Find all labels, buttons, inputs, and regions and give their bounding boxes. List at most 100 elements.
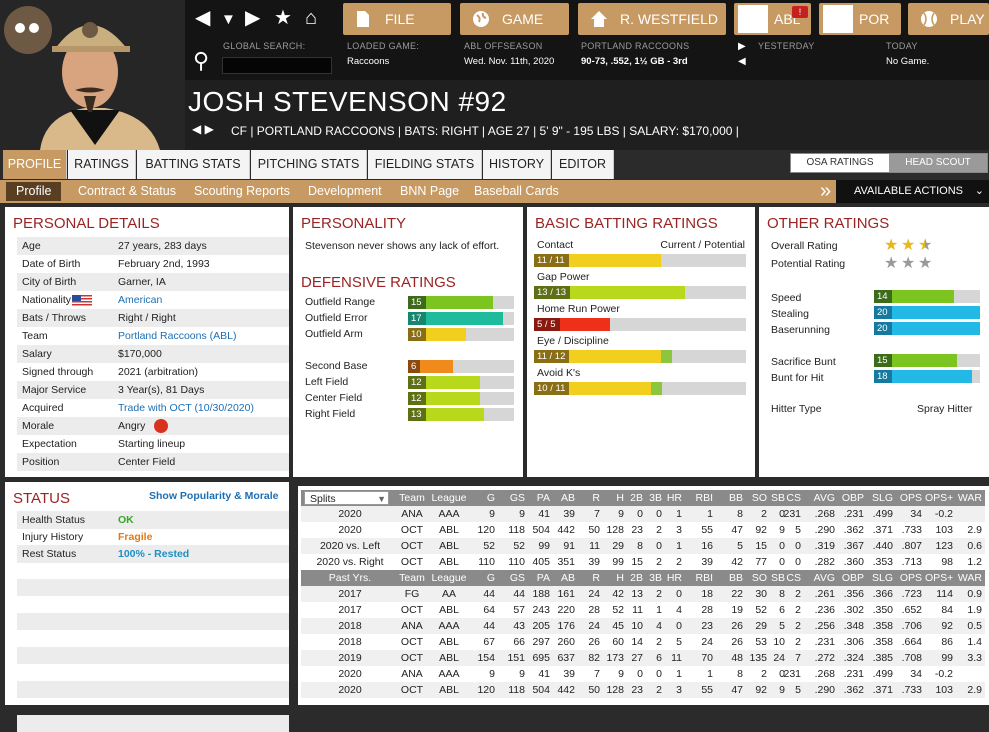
show-popularity-link[interactable]: Show Popularity & Morale: [149, 490, 279, 502]
stats-column-header[interactable]: OPS: [899, 492, 922, 504]
personal-row-value[interactable]: Portland Raccoons (ABL): [118, 330, 237, 342]
stats-row: 2017 OCT ABL 64 57 243 220 28 52 11 1 4 28 19 52 6 2.236…: [301, 602, 985, 618]
stats-cell: 0: [795, 540, 801, 552]
stats-column-header[interactable]: SLG: [871, 572, 893, 584]
next-day-icon[interactable]: ▶: [738, 41, 746, 52]
tab-pitching-stats[interactable]: PITCHING STATS: [251, 150, 367, 179]
personal-row-value[interactable]: Trade with OCT (10/30/2020): [118, 402, 254, 414]
stats-column-header[interactable]: League: [431, 572, 467, 584]
stats-column-header[interactable]: BB: [728, 492, 743, 504]
stats-column-header[interactable]: League: [431, 492, 467, 504]
stats-column-header[interactable]: BB: [728, 572, 743, 584]
stats-column-header[interactable]: CS: [786, 572, 801, 584]
stats-cell: .290: [814, 524, 835, 536]
stats-column-header[interactable]: SO: [751, 492, 767, 504]
rating-bar-fill: [874, 322, 980, 335]
team-button[interactable]: POR: [819, 3, 901, 35]
stats-column-header[interactable]: AVG: [813, 572, 835, 584]
home-icon[interactable]: ⌂: [305, 7, 318, 29]
stats-column-header[interactable]: OPS+: [925, 492, 954, 504]
tab-editor[interactable]: EDITOR: [552, 150, 614, 179]
personal-row-value[interactable]: American: [118, 294, 163, 306]
stats-column-header[interactable]: RBI: [695, 572, 713, 584]
stats-column-header[interactable]: CS: [786, 492, 801, 504]
stats-column-header[interactable]: OPS: [899, 572, 922, 584]
stats-cell: 5: [795, 684, 801, 696]
tab-ratings[interactable]: RATINGS: [68, 150, 136, 179]
osa-ratings-option[interactable]: OSA RATINGS: [806, 157, 874, 168]
stats-column-header[interactable]: HR: [666, 572, 682, 584]
stats-column-header[interactable]: Team: [399, 492, 425, 504]
stats-column-header[interactable]: HR: [666, 492, 682, 504]
star-icon[interactable]: ★: [274, 7, 292, 29]
stats-column-header[interactable]: SLG: [871, 492, 893, 504]
subtab-scouting-reports[interactable]: Scouting Reports: [194, 184, 290, 198]
stats-column-header[interactable]: RBI: [695, 492, 713, 504]
status-empty-row: [17, 698, 289, 715]
stats-column-header[interactable]: SB: [770, 572, 785, 584]
subtab-profile[interactable]: Profile: [6, 182, 62, 201]
stats-column-header[interactable]: WAR: [957, 572, 982, 584]
stats-column-header[interactable]: 3B: [649, 572, 662, 584]
subtab-contract-status[interactable]: Contract & Status: [78, 184, 176, 198]
tab-fielding-stats[interactable]: FIELDING STATS: [368, 150, 482, 179]
back-arrow-icon[interactable]: ◀: [195, 7, 211, 29]
stats-column-header[interactable]: PA: [536, 572, 550, 584]
manager-button[interactable]: R. WESTFIELD: [578, 3, 726, 35]
stats-column-header[interactable]: GS: [509, 492, 525, 504]
file-button[interactable]: FILE: [343, 3, 451, 35]
stats-column-header[interactable]: OPS+: [925, 572, 954, 584]
stats-column-header[interactable]: SO: [751, 572, 767, 584]
stats-cell: 42: [731, 556, 743, 568]
rating-value: 15: [408, 296, 426, 309]
stats-column-header[interactable]: H: [616, 572, 624, 584]
stats-column-header[interactable]: GS: [509, 572, 525, 584]
subtab-baseball-cards[interactable]: Baseball Cards: [474, 184, 559, 198]
stats-column-header[interactable]: AB: [560, 492, 575, 504]
stats-column-header[interactable]: H: [616, 492, 624, 504]
tab-profile[interactable]: PROFILE: [3, 150, 67, 179]
stats-cell: 50: [588, 524, 600, 536]
stats-cell: 28: [588, 604, 600, 616]
subtab-bnn-page[interactable]: BNN Page: [400, 184, 460, 198]
stats-column-header[interactable]: OBP: [841, 492, 864, 504]
play-button[interactable]: PLAY: [908, 3, 989, 35]
stats-column-header[interactable]: 2B: [630, 492, 643, 504]
tab-batting-stats[interactable]: BATTING STATS: [137, 150, 250, 179]
stats-column-header[interactable]: R: [592, 572, 600, 584]
player-nav-arrows[interactable]: ◀ ▶: [192, 122, 214, 136]
stats-row: 2020 ANA AAA 9 9 41 39 7 9 0 0 1 1 8 2 0.231.268.231.49…: [301, 506, 985, 522]
prev-day-icon[interactable]: ◀: [738, 56, 746, 67]
stats-column-header[interactable]: R: [592, 492, 600, 504]
forward-arrow-icon[interactable]: ▶: [245, 7, 261, 29]
tab-history[interactable]: HISTORY: [483, 150, 551, 179]
stats-column-header[interactable]: Team: [399, 572, 425, 584]
stats-column-header[interactable]: G: [486, 572, 495, 584]
dropdown-icon[interactable]: ▼: [221, 11, 236, 28]
stats-column-header[interactable]: WAR: [957, 492, 982, 504]
star-icon: ★: [884, 255, 899, 272]
status-row-value: Fragile: [118, 531, 153, 543]
stats-column-header[interactable]: AVG: [813, 492, 835, 504]
search-icon[interactable]: ⚲: [193, 48, 210, 73]
house-icon: [590, 7, 608, 27]
stats-column-header[interactable]: G: [486, 492, 495, 504]
head-scout-option[interactable]: HEAD SCOUT: [889, 154, 987, 172]
team-record-label: PORTLAND RACCOONS: [581, 41, 690, 51]
game-button[interactable]: GAME: [460, 3, 569, 35]
splits-header-row: Splits ▼ Team League G GS PA AB R H 2B 3B HR RBI BB SO S…: [301, 490, 985, 506]
stats-column-header[interactable]: SB: [770, 492, 785, 504]
global-search-input[interactable]: [222, 57, 332, 74]
stats-cell: 205: [532, 620, 550, 632]
stats-cell: 220: [557, 604, 575, 616]
stats-column-header[interactable]: AB: [560, 572, 575, 584]
splits-select[interactable]: Splits ▼: [304, 491, 389, 505]
stats-column-header[interactable]: OBP: [841, 572, 864, 584]
stats-column-header[interactable]: 2B: [630, 572, 643, 584]
stats-column-header[interactable]: 3B: [649, 492, 662, 504]
available-actions-button[interactable]: AVAILABLE ACTIONS ⌄: [836, 180, 989, 203]
stats-column-header[interactable]: PA: [536, 492, 550, 504]
globe-icon: [472, 7, 490, 27]
personal-row: Expectation Starting lineup: [17, 435, 289, 453]
subtab-development[interactable]: Development: [308, 184, 382, 198]
